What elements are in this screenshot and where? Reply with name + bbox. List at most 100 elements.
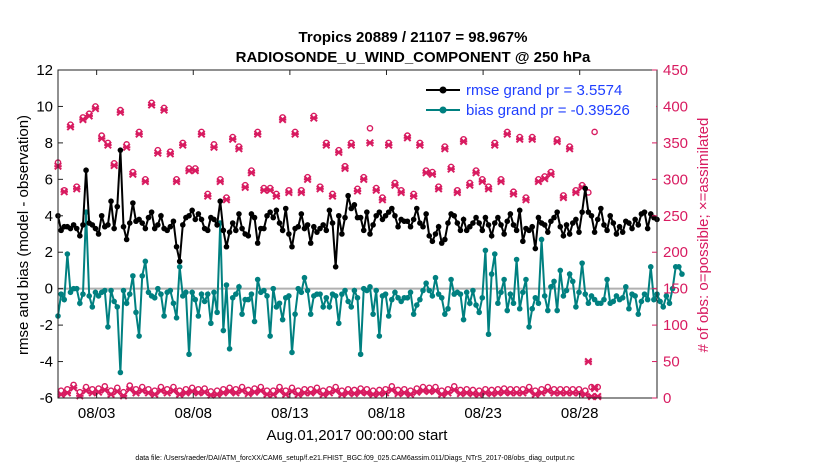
obs-assimilated-point	[57, 390, 66, 399]
obs-assimilated-point	[490, 141, 499, 149]
rmse-point	[167, 223, 174, 230]
rmse-point	[251, 214, 258, 221]
bias-point	[345, 298, 351, 305]
bias-point	[491, 251, 498, 257]
rmse-point	[473, 214, 479, 221]
obs-assimilated-point	[222, 195, 231, 204]
bias-point	[507, 291, 514, 297]
y-tick-label-left: -2	[40, 317, 53, 334]
obs-assimilated-point	[531, 390, 540, 399]
obs-assimilated-point	[590, 384, 599, 393]
y-tick-label-left: 10	[36, 98, 53, 115]
rmse-point	[610, 220, 617, 226]
obs-assimilated-point	[69, 383, 78, 392]
bias-point	[89, 304, 96, 310]
bias-point	[538, 236, 545, 243]
rmse-point	[83, 167, 89, 174]
y-tick-label-right: 100	[663, 317, 688, 334]
bias-point	[541, 293, 548, 299]
bias-point	[410, 311, 417, 317]
bias-point	[101, 287, 108, 294]
bias-point	[610, 298, 617, 305]
bias-point	[142, 258, 149, 265]
rmse-point	[295, 223, 302, 230]
bias-point	[585, 300, 592, 307]
legend-rmse-marker	[439, 86, 447, 94]
rmse-point	[173, 243, 180, 250]
rmse-point	[594, 216, 601, 223]
obs-assimilated-point	[503, 130, 512, 139]
bias-point	[382, 291, 389, 297]
rmse-point	[541, 222, 548, 228]
rmse-line	[57, 150, 658, 267]
rmse-point	[516, 207, 523, 214]
bias-point	[133, 309, 139, 316]
obs-assimilated-point	[82, 386, 90, 395]
obs-assimilated-point	[484, 184, 493, 193]
bias-point	[426, 287, 433, 294]
obs-assimilated-point	[378, 195, 387, 204]
rmse-point	[632, 216, 638, 223]
rmse-point	[214, 222, 220, 228]
rmse-point	[579, 209, 585, 215]
bias-point	[320, 304, 326, 310]
y-tick-label-left: 2	[45, 244, 53, 261]
rmse-point	[339, 231, 345, 237]
obs-assimilated-point	[200, 388, 209, 397]
bias-point	[208, 320, 214, 327]
bias-point	[335, 320, 342, 327]
rmse-point	[498, 222, 504, 228]
bias-point	[254, 276, 261, 283]
obs-assimilated-point	[79, 115, 87, 124]
y-tick-label-left: 8	[45, 135, 53, 152]
rmse-point	[554, 209, 560, 215]
bias-point	[563, 287, 570, 294]
legend-box	[420, 80, 656, 122]
rmse-point	[573, 216, 579, 223]
rmse-point	[77, 233, 83, 239]
obs-assimilated-point	[328, 192, 337, 201]
bias-point	[385, 313, 392, 319]
obs-assimilated-point	[197, 130, 206, 139]
bias-point	[613, 293, 620, 299]
obs-assimilated-point	[88, 388, 97, 397]
bias-point	[80, 291, 86, 297]
rmse-point	[73, 225, 80, 232]
obs-assimilated-point	[259, 186, 268, 195]
rmse-point	[585, 209, 592, 215]
obs-assimilated-point	[362, 388, 371, 397]
rmse-point	[145, 214, 152, 221]
bias-point	[167, 287, 174, 294]
obs-assimilated-point	[428, 170, 437, 179]
rmse-point	[619, 229, 626, 235]
y-tick-label-left: -6	[40, 390, 53, 407]
bias-point	[192, 296, 199, 303]
rmse-point	[442, 236, 448, 243]
y-axis-label-right: # of obs: o=possible; ×=assimilated	[695, 118, 712, 353]
obs-assimilated-point	[191, 166, 200, 175]
rmse-point	[404, 218, 411, 225]
rmse-point	[226, 229, 233, 235]
rmse-point	[557, 223, 564, 230]
rmse-point	[513, 227, 520, 234]
obs-assimilated-point	[550, 388, 558, 397]
rmse-point	[613, 231, 620, 237]
bias-point	[432, 274, 439, 281]
obs-assimilated-point	[334, 148, 343, 157]
bias-point	[136, 333, 142, 339]
rmse-point	[507, 211, 514, 217]
rmse-point	[261, 225, 267, 232]
rmse-point	[264, 212, 270, 219]
bias-point	[295, 285, 302, 292]
rmse-point	[195, 211, 202, 217]
obs-assimilated-point	[341, 164, 349, 173]
rmse-point	[413, 205, 420, 212]
obs-assimilated-point	[525, 386, 533, 395]
obs-assimilated-point	[178, 141, 187, 149]
bias-point	[526, 324, 532, 330]
rmse-point	[364, 209, 370, 215]
rmse-point	[117, 147, 124, 153]
rmse-point	[245, 233, 252, 239]
obs-assimilated-point	[150, 390, 159, 399]
rmse-point	[179, 222, 186, 228]
